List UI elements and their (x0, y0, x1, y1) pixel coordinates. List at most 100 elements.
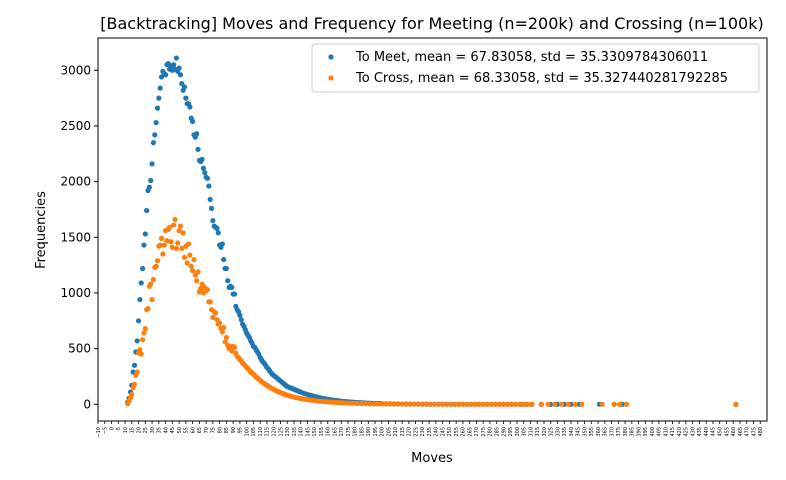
x-tick-label: 90 (231, 427, 237, 433)
point-to-meet (190, 118, 196, 125)
point-to-cross (383, 401, 389, 407)
point-to-cross (407, 401, 413, 407)
point-to-meet (237, 312, 243, 318)
point-to-meet (202, 170, 208, 176)
point-to-cross (500, 401, 507, 407)
point-to-cross (517, 401, 523, 407)
point-to-cross (145, 305, 151, 312)
point-to-cross (154, 258, 161, 264)
point-to-cross (529, 401, 535, 407)
point-to-cross (545, 401, 551, 407)
point-to-cross (371, 401, 377, 407)
x-tick-label: 35 (157, 427, 163, 433)
y-tick-label: 500 (68, 342, 91, 356)
point-to-cross (427, 401, 434, 407)
point-to-cross (419, 401, 425, 407)
x-tick-label: 160 (326, 427, 332, 437)
point-to-cross (169, 244, 175, 250)
point-to-cross (464, 401, 470, 407)
point-to-cross (131, 381, 138, 387)
point-to-cross (525, 401, 531, 407)
point-to-meet (206, 183, 212, 189)
x-tick-label: 65 (197, 427, 203, 433)
x-tick-label: 295 (508, 427, 514, 437)
point-to-cross (504, 401, 511, 407)
point-to-cross (476, 401, 482, 407)
point-to-meet (134, 338, 140, 344)
x-tick-label: 285 (494, 427, 500, 437)
point-to-meet (221, 256, 227, 263)
x-tick-label: 410 (663, 427, 669, 437)
x-tick-label: 190 (366, 427, 372, 437)
x-tick-label: 360 (596, 427, 602, 437)
point-to-cross (153, 263, 159, 269)
x-tick-label: 345 (576, 427, 582, 437)
point-to-meet (173, 55, 179, 61)
x-tick-label: 250 (447, 427, 453, 437)
point-to-meet (208, 205, 215, 211)
x-tick-label: 320 (542, 427, 548, 437)
point-to-meet (187, 104, 193, 110)
point-to-meet (215, 230, 221, 236)
point-to-meet (146, 184, 152, 190)
y-axis: 0 500 1000 1500 2000 2500 3000 (60, 63, 98, 411)
point-to-cross (403, 401, 409, 407)
x-tick-label: 165 (332, 427, 338, 437)
x-tick-label: 465 (738, 427, 744, 437)
y-tick-label: 2500 (60, 119, 91, 133)
point-to-cross (448, 401, 454, 407)
point-to-cross (148, 281, 154, 287)
point-to-cross (492, 401, 498, 407)
point-to-cross (173, 245, 179, 252)
x-tick-label: 275 (481, 427, 487, 437)
x-tick-label: 55 (184, 427, 190, 433)
point-to-cross (363, 401, 369, 407)
point-to-cross (733, 401, 739, 407)
point-to-meet (131, 362, 138, 368)
x-tick-label: 95 (238, 427, 244, 433)
x-tick-label: 335 (562, 427, 568, 437)
x-tick-label: 245 (440, 427, 446, 437)
point-to-cross (354, 400, 361, 407)
point-to-meet (153, 120, 159, 126)
point-to-cross (194, 278, 200, 284)
point-to-cross (185, 241, 192, 247)
x-tick-label: 20 (136, 427, 142, 433)
point-to-cross (190, 268, 196, 274)
x-tick-label: −10 (96, 427, 102, 438)
plot-frame (97, 37, 768, 422)
legend-label-meet: To Meet, mean = 67.83058, std = 35.33097… (355, 50, 708, 65)
points-layer (125, 55, 739, 407)
point-to-meet (225, 278, 231, 284)
chart-title: [Backtracking] Moves and Frequency for M… (100, 14, 763, 33)
point-to-cross (395, 401, 401, 407)
point-to-cross (391, 401, 397, 407)
point-to-cross (150, 277, 157, 283)
y-tick-label: 1000 (60, 286, 91, 300)
point-to-cross (387, 401, 393, 407)
point-to-cross (411, 401, 417, 407)
point-to-meet (138, 280, 144, 286)
point-to-meet (150, 140, 157, 146)
point-to-cross (212, 310, 219, 316)
x-tick-label: 5 (116, 427, 122, 430)
x-tick-label: 340 (569, 427, 575, 437)
x-tick-label: 260 (461, 427, 467, 437)
x-tick-label: 85 (224, 427, 230, 433)
x-tick-label: 300 (515, 427, 521, 437)
x-tick-label: 185 (359, 427, 365, 437)
point-to-cross (468, 401, 474, 407)
point-to-meet (231, 291, 238, 297)
legend-marker-cross (328, 75, 334, 81)
x-axis-label: Moves (411, 451, 453, 466)
x-axis: −10 −5 0 5 10 15 20 25 30 35 40 45 50 55 60 65 70 75 80 85 9… (96, 421, 764, 438)
point-to-cross (180, 230, 186, 236)
x-tick-label: 440 (704, 427, 710, 437)
point-to-cross (129, 391, 135, 397)
point-to-cross (134, 369, 140, 375)
point-to-meet (140, 265, 146, 272)
point-to-meet (194, 131, 200, 137)
point-to-cross (456, 401, 462, 407)
point-to-cross (623, 401, 630, 407)
